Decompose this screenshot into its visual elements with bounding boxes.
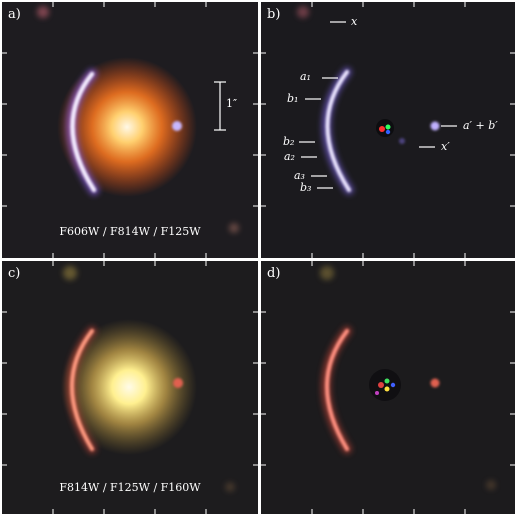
panel-c-image xyxy=(2,261,258,514)
label-a1: a₁ xyxy=(300,70,311,83)
panel-a-letter: a) xyxy=(8,7,21,22)
panel-b-image xyxy=(261,2,515,258)
label-x: x xyxy=(351,15,358,28)
label-b2: b₂ xyxy=(283,135,295,148)
panel-d: d) xyxy=(261,261,515,514)
panel-a: a) F606W / F814W / F125W 1″ xyxy=(2,2,258,258)
label-a2: a₂ xyxy=(284,150,295,163)
scale-bar-label: 1″ xyxy=(226,97,238,110)
panel-c-letter: c) xyxy=(8,266,21,281)
label-a-prime-plus-b-prime: a′ + b′ xyxy=(463,119,498,132)
label-b1: b₁ xyxy=(287,92,299,105)
scale-bar xyxy=(214,81,226,131)
panel-b-letter: b) xyxy=(267,7,281,22)
panel-c: c) F814W / F125W / F160W xyxy=(2,261,258,514)
panel-a-filters: F606W / F814W / F125W xyxy=(59,225,201,238)
panel-d-image xyxy=(261,261,515,514)
panel-c-filters: F814W / F125W / F160W xyxy=(59,481,201,494)
panel-d-letter: d) xyxy=(267,266,281,281)
label-a3: a₃ xyxy=(294,169,305,182)
label-x-prime: x′ xyxy=(441,140,450,153)
panel-b: b) x a₁ b₁ b₂ a₂ a₃ b₃ a′ + b′ x′ xyxy=(261,2,515,258)
label-b3: b₃ xyxy=(300,181,312,194)
